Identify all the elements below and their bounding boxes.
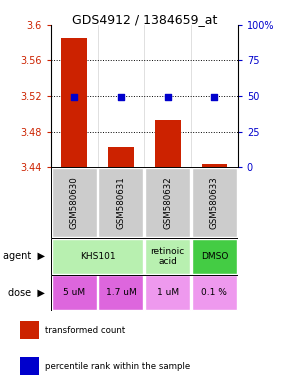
Bar xyxy=(20,357,39,375)
Text: transformed count: transformed count xyxy=(45,326,125,334)
Bar xyxy=(61,38,87,167)
Bar xyxy=(155,120,180,167)
FancyBboxPatch shape xyxy=(98,275,143,310)
Text: GSM580630: GSM580630 xyxy=(70,176,79,229)
Text: GDS4912 / 1384659_at: GDS4912 / 1384659_at xyxy=(72,13,218,26)
FancyBboxPatch shape xyxy=(52,239,143,274)
Text: 1 uM: 1 uM xyxy=(157,288,179,297)
Text: 1.7 uM: 1.7 uM xyxy=(106,288,136,297)
FancyBboxPatch shape xyxy=(52,275,97,310)
Text: percentile rank within the sample: percentile rank within the sample xyxy=(45,362,190,371)
Text: GSM580632: GSM580632 xyxy=(163,176,172,229)
Text: agent  ▶: agent ▶ xyxy=(3,251,45,262)
Text: KHS101: KHS101 xyxy=(80,252,115,261)
FancyBboxPatch shape xyxy=(145,239,190,274)
Text: DMSO: DMSO xyxy=(201,252,228,261)
FancyBboxPatch shape xyxy=(145,169,190,237)
Point xyxy=(119,94,123,101)
FancyBboxPatch shape xyxy=(145,275,190,310)
Point xyxy=(72,94,77,101)
Text: 5 uM: 5 uM xyxy=(63,288,85,297)
Bar xyxy=(20,321,39,339)
Bar xyxy=(108,147,134,167)
Text: GSM580633: GSM580633 xyxy=(210,176,219,229)
FancyBboxPatch shape xyxy=(192,169,237,237)
Point xyxy=(212,94,217,101)
Point xyxy=(165,94,170,101)
FancyBboxPatch shape xyxy=(192,239,237,274)
Text: GSM580631: GSM580631 xyxy=(116,176,125,229)
Text: 0.1 %: 0.1 % xyxy=(202,288,227,297)
Bar xyxy=(202,164,227,167)
FancyBboxPatch shape xyxy=(192,275,237,310)
FancyBboxPatch shape xyxy=(98,169,143,237)
FancyBboxPatch shape xyxy=(52,169,97,237)
Text: retinoic
acid: retinoic acid xyxy=(151,247,185,266)
Text: dose  ▶: dose ▶ xyxy=(8,288,45,298)
